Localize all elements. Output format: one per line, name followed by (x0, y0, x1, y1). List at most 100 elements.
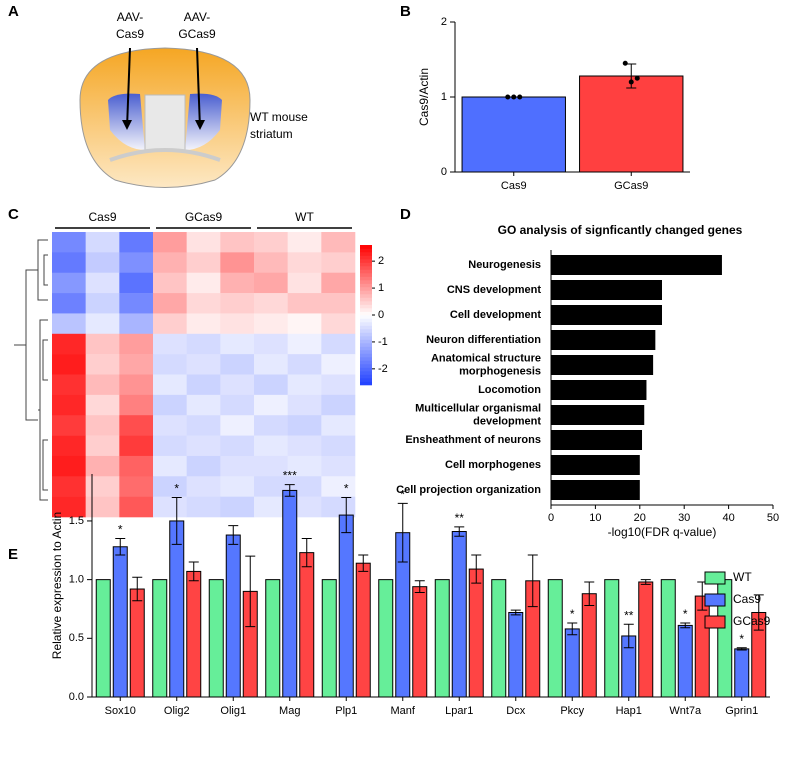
heatmap-cell (254, 435, 288, 457)
error-bar (753, 594, 764, 631)
x-tick-label: 50 (767, 512, 779, 524)
colorbar-step (360, 311, 372, 316)
x-tick-label: Hap1 (616, 705, 642, 717)
legend-label: GCas9 (733, 614, 771, 628)
x-tick-label: 10 (589, 512, 601, 524)
bar (551, 255, 722, 275)
heatmap-cell (287, 415, 322, 436)
x-tick-label: Sox10 (105, 705, 136, 717)
bar (551, 380, 647, 400)
colorbar-label: -2 (378, 363, 388, 375)
bar (551, 455, 640, 475)
error-bar (527, 554, 538, 608)
colorbar-step (360, 308, 372, 312)
significance: * (570, 607, 575, 621)
heatmap-cell (287, 272, 322, 294)
heatmap-cell (52, 313, 86, 335)
significance: * (174, 482, 179, 496)
colorbar-step (360, 269, 372, 274)
colorbar-step (360, 332, 372, 337)
colorbar-step (360, 360, 372, 365)
heatmap-cell (119, 394, 154, 416)
heatmap-cell (321, 354, 356, 375)
error-bar (567, 622, 578, 636)
heatmap-cell (321, 232, 356, 253)
x-tick-label: 20 (634, 512, 646, 524)
y-axis-label: Relative expression to Actin (50, 512, 64, 659)
panel-letter: B (400, 3, 411, 20)
heatmap-cell (220, 333, 255, 355)
error-bar (397, 502, 408, 563)
heatmap-cell (153, 232, 187, 253)
bar (265, 579, 281, 698)
heatmap-cell (220, 496, 255, 518)
heatmap-cell (153, 415, 187, 436)
x-axis-label: -log10(FDR q-value) (608, 525, 717, 539)
heatmap-cell (254, 293, 288, 314)
heatmap-cell (119, 496, 154, 518)
bar (547, 579, 563, 698)
colorbar-label: 1 (378, 282, 384, 294)
heatmap-cell (321, 394, 356, 416)
bar (186, 570, 202, 698)
bar (551, 430, 643, 450)
panel-letter: E (8, 546, 18, 563)
x-tick-label: Lpar1 (445, 705, 473, 717)
heatmap-cell (287, 354, 322, 375)
significance: * (683, 607, 688, 621)
heatmap-cell (254, 374, 288, 396)
heatmap-cell (153, 476, 187, 497)
heatmap-cell (52, 455, 86, 477)
bar (412, 586, 428, 698)
heatmap-cell (119, 293, 154, 314)
y-axis-label: Cas9/Actin (417, 68, 431, 126)
legend-label: WT (733, 570, 752, 584)
bar (551, 405, 645, 425)
heatmap-cell (254, 415, 288, 436)
heatmap-cell (119, 435, 154, 457)
heatmap-cell (186, 333, 221, 355)
bar (734, 648, 750, 698)
y-tick-label: 0.5 (69, 632, 84, 644)
y-tick-label: Anatomical structure (431, 352, 541, 364)
bar (551, 305, 662, 325)
y-tick-label: CNS development (447, 284, 541, 296)
colorbar-step (360, 290, 372, 295)
colorbar-step (360, 297, 372, 302)
heatmap-cell (85, 435, 120, 457)
heatmap-cell (153, 333, 187, 355)
heatmap-cell (254, 394, 288, 416)
group-label: GCas9 (185, 210, 223, 224)
error-bar (228, 525, 239, 545)
heatmap-cell (254, 455, 288, 477)
colorbar-step (360, 294, 372, 298)
heatmap-cell (153, 435, 187, 457)
x-tick-label: Olig2 (164, 705, 190, 717)
heatmap-cell (186, 313, 221, 335)
x-tick-label: Manf (391, 705, 416, 717)
error-bar (680, 622, 691, 629)
heatmap-cell (85, 476, 120, 497)
bar (129, 588, 145, 698)
colorbar-step (360, 339, 372, 344)
bar (451, 531, 467, 698)
heatmap-cell (52, 435, 86, 457)
error-bar (414, 580, 425, 594)
bar (112, 546, 128, 698)
bar (604, 579, 620, 698)
heatmap-cell (85, 415, 120, 436)
heatmap-cell (254, 354, 288, 375)
y-tick-label: 2 (441, 16, 447, 28)
y-tick-label: Cell projection organization (396, 484, 541, 496)
heatmap-cell (119, 313, 154, 335)
x-tick-label: Cas9 (501, 180, 527, 192)
data-point (628, 79, 634, 85)
error-bar (132, 576, 143, 602)
heatmap-cell (186, 476, 221, 497)
data-point (505, 94, 511, 100)
bar (355, 562, 371, 698)
bar (551, 330, 656, 350)
bar (638, 581, 654, 698)
x-tick-label: Olig1 (220, 705, 246, 717)
